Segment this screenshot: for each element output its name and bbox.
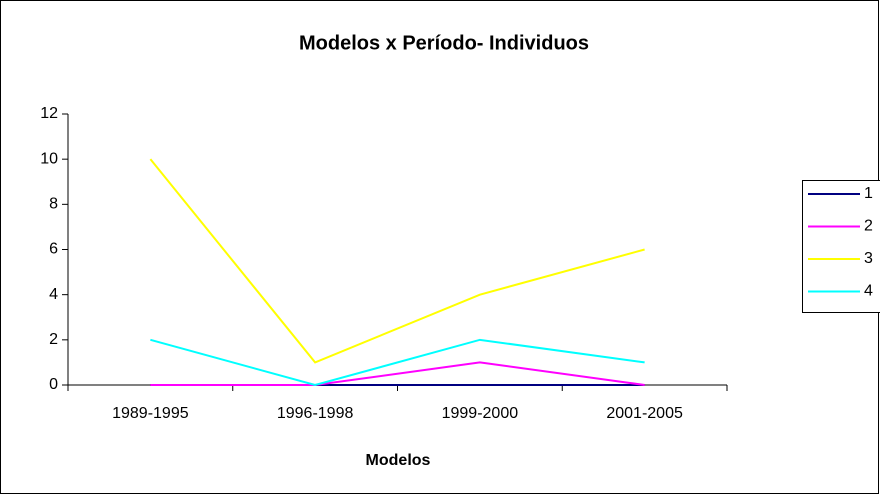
series-line bbox=[149, 158, 645, 364]
legend-label: 1 bbox=[864, 185, 873, 202]
y-tick-label: 0 bbox=[49, 376, 58, 393]
x-tick-label: 1999-2000 bbox=[442, 405, 519, 422]
y-tick-label: 4 bbox=[49, 286, 58, 303]
y-tick-label: 2 bbox=[49, 331, 58, 348]
y-tick-label: 12 bbox=[40, 105, 58, 122]
chart-title: Modelos x Período- Individuos bbox=[299, 32, 589, 54]
y-tick-label: 8 bbox=[49, 196, 58, 213]
x-tick-label: 1996-1998 bbox=[277, 405, 354, 422]
x-axis-label: Modelos bbox=[366, 452, 431, 469]
series-line bbox=[150, 338, 645, 387]
y-tick-label: 6 bbox=[49, 241, 58, 258]
x-tick-label: 2001-2005 bbox=[606, 405, 683, 422]
legend-label: 3 bbox=[864, 250, 873, 267]
y-tick-label: 10 bbox=[40, 150, 58, 167]
x-tick-label: 1989-1995 bbox=[112, 405, 189, 422]
legend-label: 4 bbox=[864, 283, 873, 300]
series-line bbox=[150, 361, 645, 386]
legend-label: 2 bbox=[864, 218, 873, 235]
